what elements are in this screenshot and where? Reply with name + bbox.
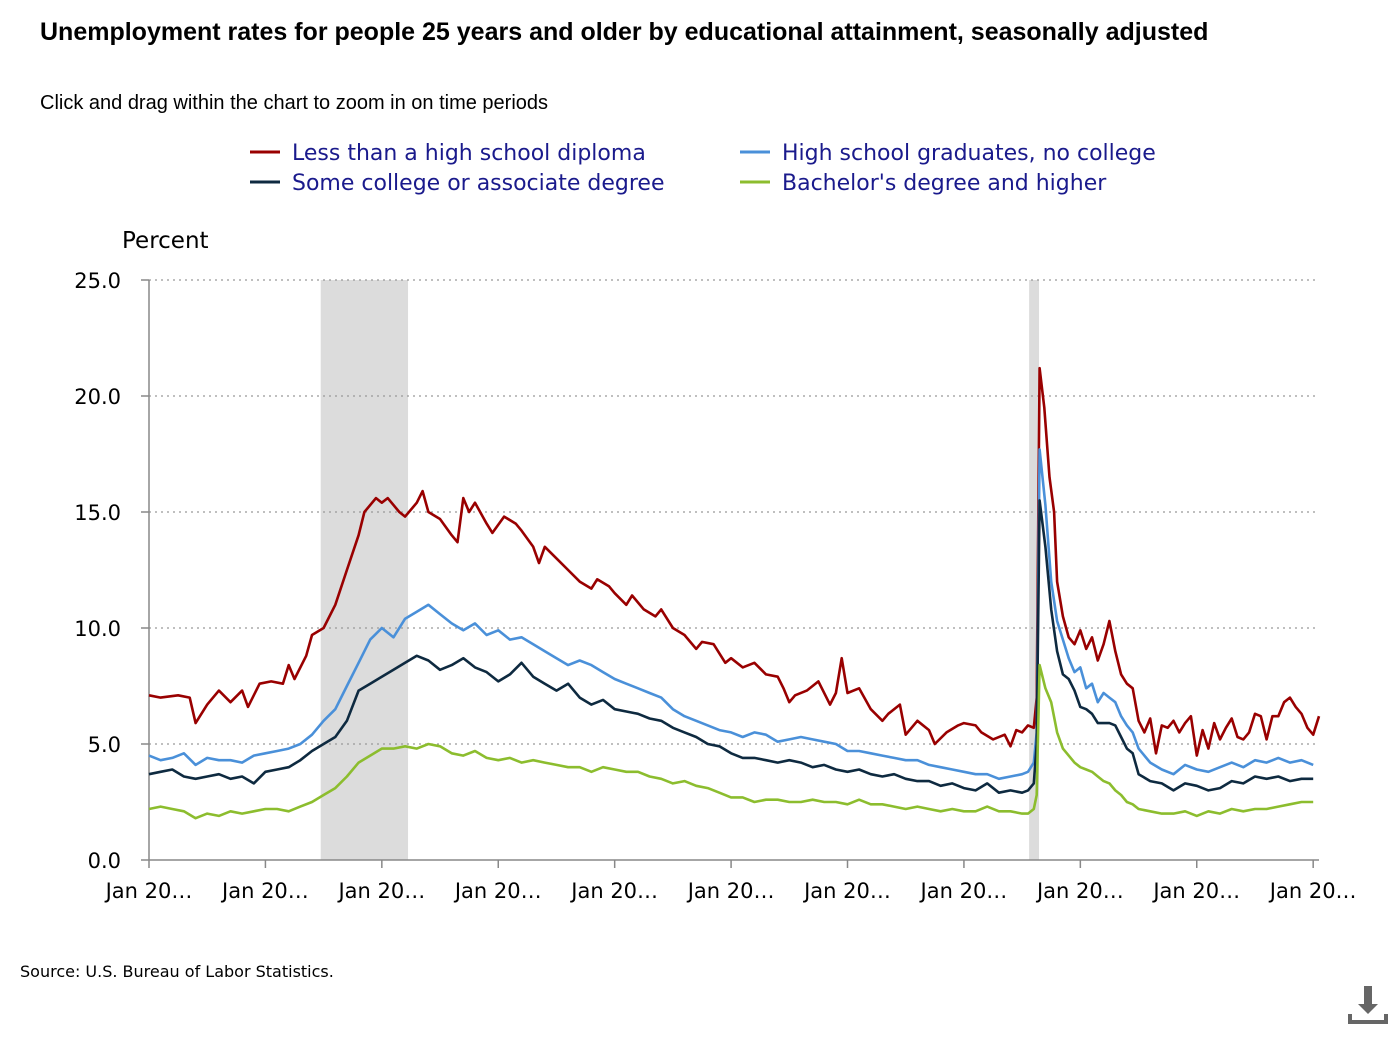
chart-subtitle: Click and drag within the chart to zoom … xyxy=(40,92,549,114)
x-tick-label: Jan 20… xyxy=(336,879,425,903)
y-tick-label: 25.0 xyxy=(74,269,121,293)
x-tick-label: Jan 20… xyxy=(1151,879,1240,903)
x-tick-label: Jan 20… xyxy=(453,879,542,903)
legend-item[interactable]: High school graduates, no college xyxy=(782,141,1156,166)
x-tick-label: Jan 20… xyxy=(104,879,193,903)
x-tick-label: Jan 20… xyxy=(802,879,891,903)
series-line-4[interactable] xyxy=(148,663,1314,820)
x-tick-label: Jan 20… xyxy=(919,879,1008,903)
y-axis-label: Percent xyxy=(122,228,209,254)
legend-item[interactable]: Bachelor's degree and higher xyxy=(782,171,1107,196)
legend-item[interactable]: Some college or associate degree xyxy=(292,171,665,196)
download-icon[interactable] xyxy=(1344,980,1392,1028)
chart-title: Unemployment rates for people 25 years a… xyxy=(40,18,1209,46)
series-line-1[interactable] xyxy=(148,366,1321,757)
recession-band-2 xyxy=(1029,280,1040,860)
legend-item[interactable]: Less than a high school diploma xyxy=(292,141,646,166)
series-line-2[interactable] xyxy=(148,448,1314,781)
x-tick-label: Jan 20… xyxy=(1268,879,1357,903)
series-line-3[interactable] xyxy=(148,499,1314,795)
x-tick-label: Jan 20… xyxy=(686,879,775,903)
line-chart[interactable]: 0.0 5.0 10.0 15.0 20.0 25.0 Jan 20… Jan 20… Jan… xyxy=(0,130,1400,930)
y-tick-label: 5.0 xyxy=(88,733,121,757)
recession-band-1 xyxy=(320,280,409,860)
y-tick-label: 15.0 xyxy=(74,501,121,525)
x-tick-label: Jan 20… xyxy=(569,879,658,903)
x-tick-label: Jan 20… xyxy=(1035,879,1124,903)
source-note: Source: U.S. Bureau of Labor Statistics. xyxy=(20,962,334,981)
y-tick-label: 20.0 xyxy=(74,385,121,409)
y-tick-label: 10.0 xyxy=(74,617,121,641)
x-tick-label: Jan 20… xyxy=(220,879,309,903)
y-tick-label: 0.0 xyxy=(88,849,121,873)
